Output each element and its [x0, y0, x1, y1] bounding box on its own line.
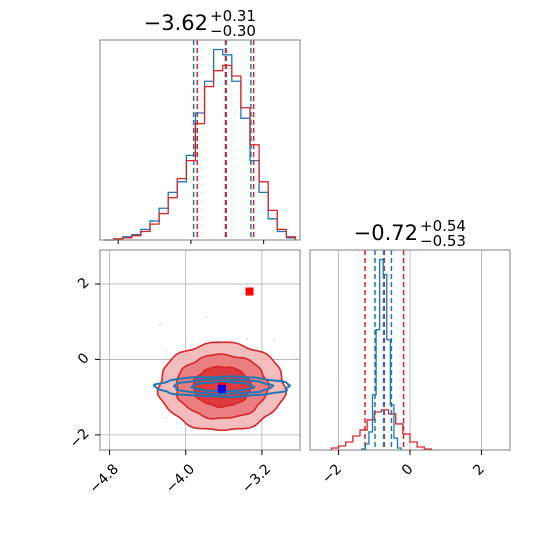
title-value: −3.62	[144, 11, 208, 35]
title-upper-error: +0.31	[210, 7, 256, 25]
x-tick-label: −4.8	[87, 461, 122, 496]
title-upper-error: +0.54	[420, 217, 466, 235]
x-tick-label: −2	[319, 461, 345, 487]
contour-panel: −4.8 −4.0 −3.2 −2 0 2	[67, 249, 340, 497]
sample-point	[273, 339, 276, 342]
contour-line-red	[156, 341, 288, 432]
histogram-red	[104, 64, 297, 241]
sample-point	[294, 357, 297, 360]
sample-point	[255, 347, 258, 350]
contour-line-red	[175, 353, 270, 420]
sample-point	[164, 349, 167, 352]
title-lower-error: −0.53	[420, 232, 466, 250]
y-tick-label: −2	[67, 426, 93, 452]
x-tick-label: −4.0	[163, 461, 198, 496]
x-tick-label: −3.2	[239, 461, 274, 496]
y-tick-label: 2	[75, 275, 93, 293]
x-tick-label: 0	[399, 461, 417, 479]
contour-line-blue	[172, 378, 275, 396]
histogram-red	[330, 409, 433, 450]
y-tick-label: 0	[75, 350, 93, 368]
histogram-panel-param-1: −3.62 +0.31 −0.30	[99, 7, 301, 244]
truth-marker-red	[245, 287, 254, 296]
histogram-blue	[104, 48, 297, 241]
contour-line-blue	[190, 381, 256, 393]
contour-line-blue	[152, 375, 292, 398]
histogram-title-param-1: −3.62	[144, 11, 208, 35]
title-value: −0.72	[354, 221, 418, 245]
plot-frame	[99, 39, 301, 241]
sample-point	[159, 324, 162, 327]
sample-point	[205, 316, 208, 319]
x-tick-label: 2	[470, 461, 488, 479]
histogram-title-param-2: −0.72	[354, 221, 418, 245]
title-lower-error: −0.30	[210, 22, 256, 40]
histogram-panel-param-2: −2 0 2 −0.72 +0.54 −0.53	[309, 217, 511, 487]
sample-point	[246, 338, 249, 341]
truth-marker-blue	[217, 384, 226, 393]
sample-point	[164, 417, 167, 420]
histogram-blue	[361, 258, 402, 450]
plot-frame	[99, 249, 301, 451]
